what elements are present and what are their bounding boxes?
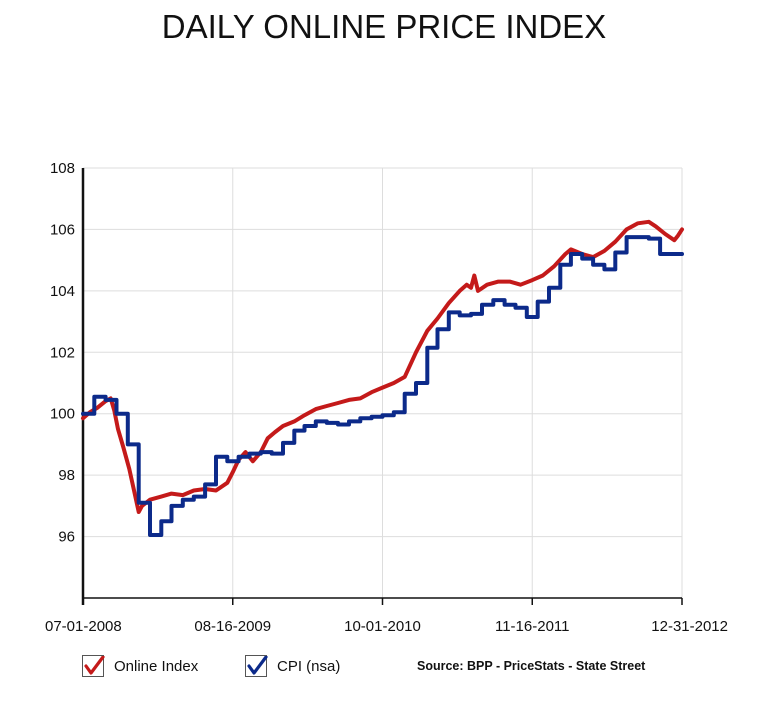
series-lines: [81, 219, 684, 537]
y-axis-ticks: 108 106 104 102 100 98 96: [50, 160, 75, 546]
y-tick-label: 102: [50, 344, 75, 361]
y-tick-label: 108: [50, 160, 75, 177]
x-tick-label: 10-01-2010: [344, 618, 421, 635]
source-note: Source: BPP - PriceStats - State Street: [417, 659, 646, 673]
checkmark-icon: [84, 656, 105, 675]
x-tick-label: 08-16-2009: [194, 618, 271, 635]
checkmark-icon: [247, 656, 268, 675]
y-tick-label: 96: [58, 529, 75, 546]
series-line-cpi: [81, 235, 684, 537]
y-tick-label: 106: [50, 221, 75, 238]
legend-label-cpi: CPI (nsa): [277, 657, 341, 675]
x-tick-label: 07-01-2008: [45, 618, 122, 635]
gridlines: [82, 167, 683, 598]
chart-title: DAILY ONLINE PRICE INDEX: [161, 8, 607, 45]
y-tick-label: 104: [50, 283, 75, 300]
legend-swatch-cpi: [245, 655, 268, 677]
legend-swatch-online-index: [82, 655, 105, 677]
x-tick-label: 11-16-2011: [495, 618, 570, 635]
legend-item-online-index: Online Index: [82, 652, 198, 680]
legend-item-cpi: CPI (nsa): [245, 652, 340, 680]
x-axis-ticks: 07-01-2008 08-16-2009 10-01-2010 11-16-2011…: [45, 618, 728, 635]
y-tick-label: 98: [58, 467, 75, 484]
legend-label-online-index: Online Index: [114, 657, 199, 675]
y-tick-label: 100: [50, 406, 75, 423]
axes: [81, 168, 683, 605]
x-tick-label: 12-31-2012: [651, 618, 728, 635]
